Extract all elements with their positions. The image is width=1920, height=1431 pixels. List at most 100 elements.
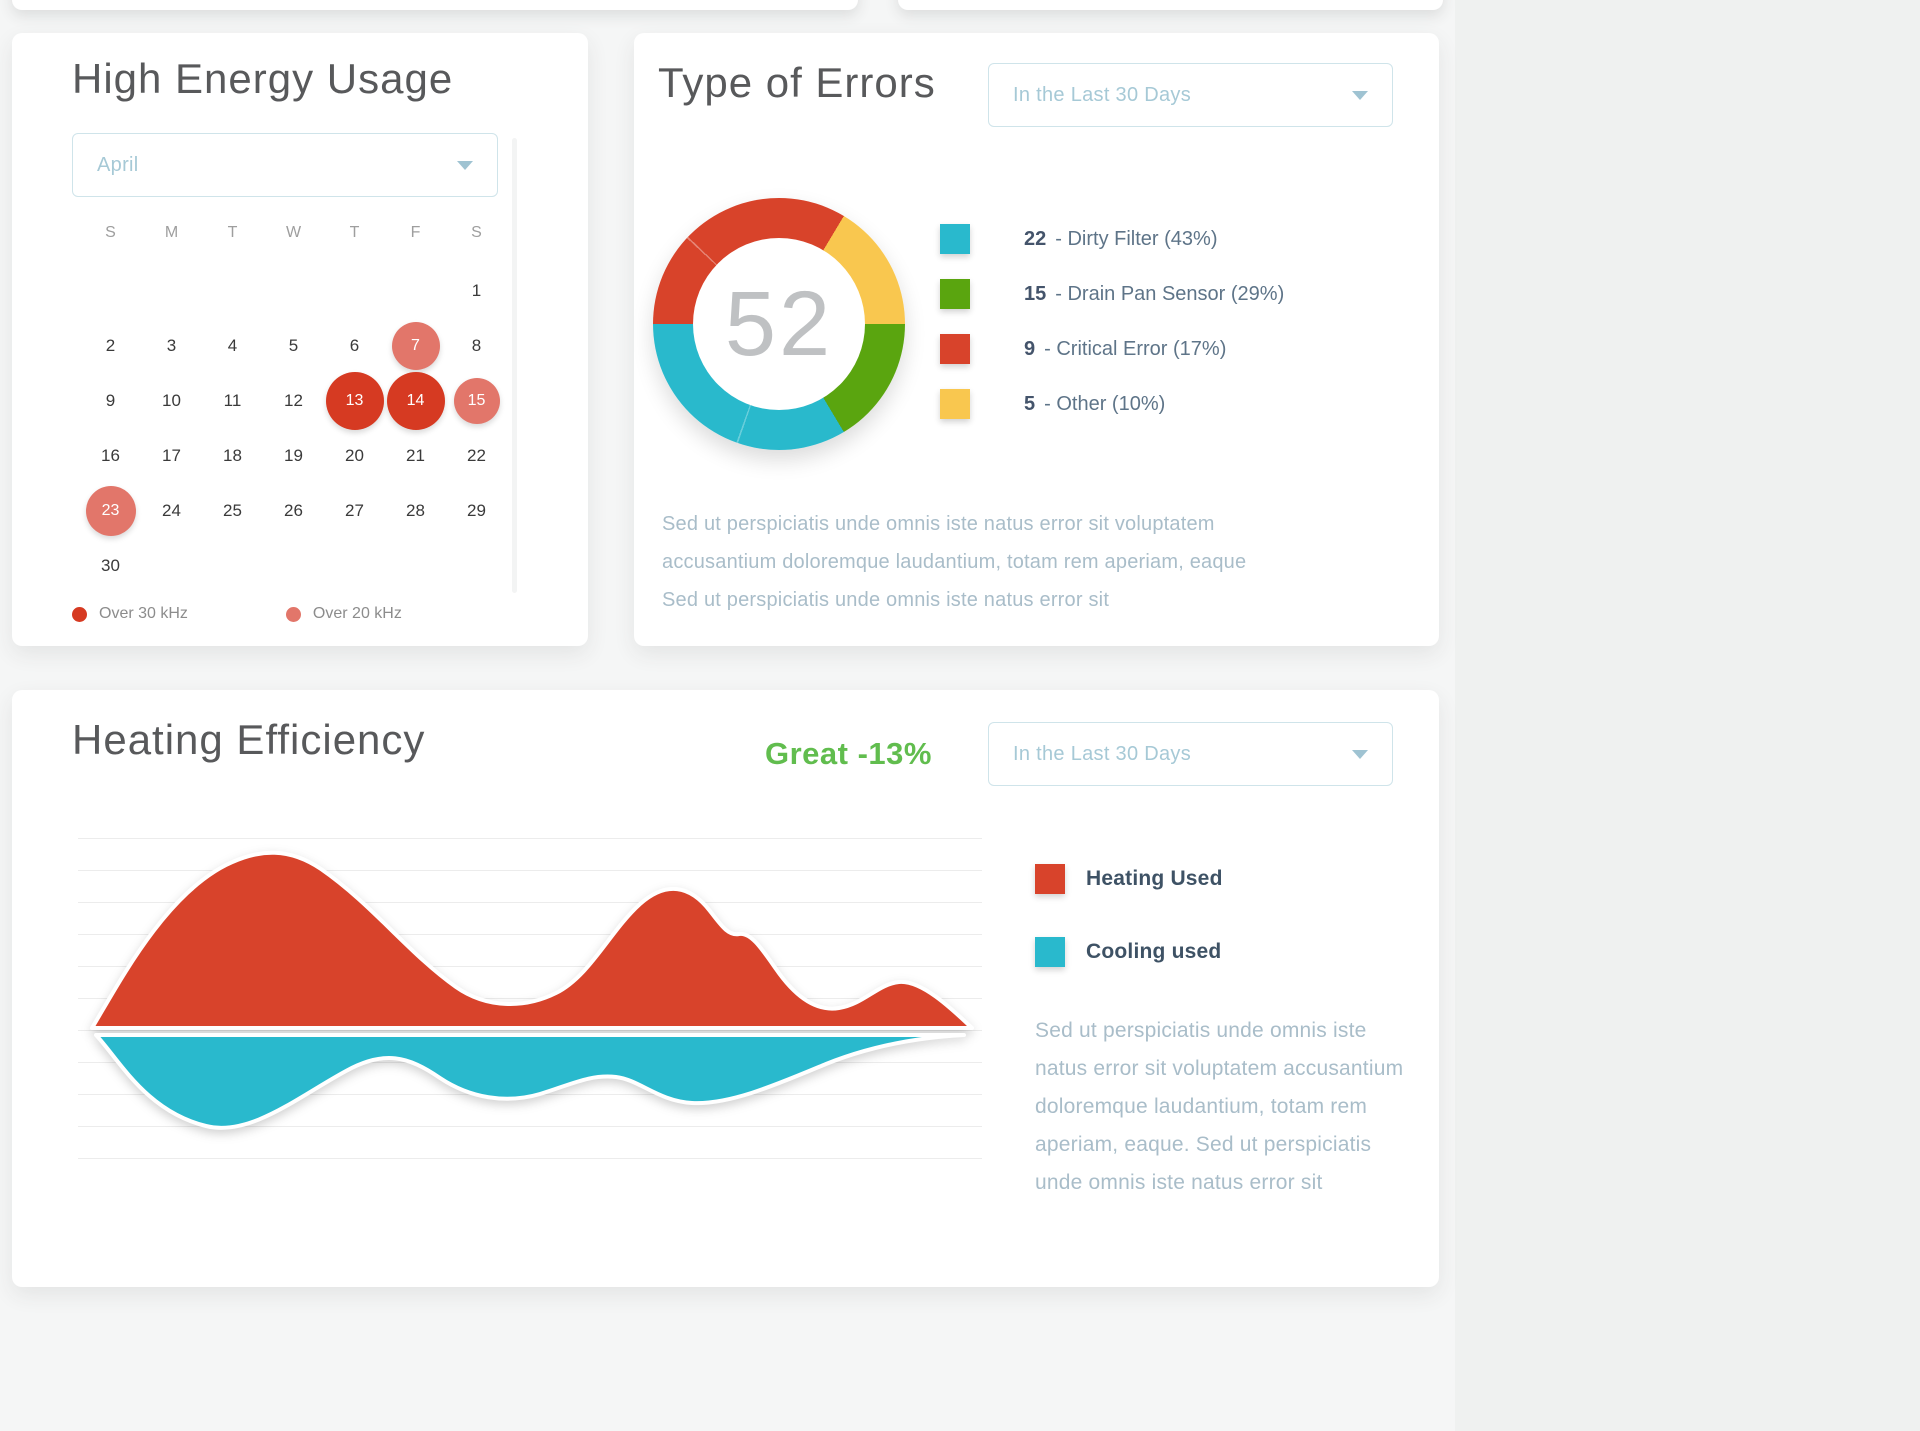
calendar-day[interactable]: 30 [101, 555, 120, 575]
legend-count: 22 [1024, 227, 1047, 250]
calendar-day[interactable]: 11 [223, 390, 242, 410]
over-20khz-label: Over 20 kHz [312, 605, 402, 622]
yellow-swatch-icon [940, 389, 970, 419]
legend-item-dirty-filter: 22 - Dirty Filter (43%) [940, 224, 1284, 254]
month-dropdown[interactable]: April [72, 133, 498, 197]
heating-efficiency-card: Heating Efficiency Great -13% In the Las… [12, 690, 1439, 1287]
calendar-empty-cell [324, 538, 385, 593]
legend-label: - Dirty Filter (43%) [1055, 227, 1218, 250]
legend-count: 9 [1024, 337, 1036, 360]
heating-cooling-area-chart [78, 838, 982, 1159]
over-30khz-label: Over 30 kHz [99, 605, 188, 622]
red-swatch-icon [940, 334, 970, 364]
calendar-day[interactable]: 21 [406, 445, 425, 465]
calendar-day[interactable]: 10 [162, 390, 181, 410]
calendar-day[interactable]: 9 [105, 390, 116, 410]
heating-legend: Heating Used Cooling used [1035, 864, 1223, 1010]
calendar-day[interactable]: 20 [345, 445, 364, 465]
legend-label: - Critical Error (17%) [1044, 337, 1227, 360]
calendar-empty-cell [141, 263, 202, 318]
calendar-empty-cell [385, 538, 446, 593]
calendar-day[interactable]: 12 [284, 390, 303, 410]
energy-card-title: High Energy Usage [72, 55, 454, 102]
legend-item-other: 5 - Other (10%) [940, 389, 1284, 419]
cooling-used-area [94, 1033, 966, 1130]
errors-legend: 22 - Dirty Filter (43%) 15 - Drain Pan S… [940, 224, 1284, 444]
legend-label: - Other (10%) [1044, 392, 1166, 415]
calendar-day[interactable]: 22 [467, 445, 486, 465]
calendar-day[interactable]: 3 [166, 335, 177, 355]
calendar-day[interactable]: 18 [223, 445, 242, 465]
calendar-empty-cell [446, 538, 507, 593]
calendar-day[interactable]: 16 [101, 445, 120, 465]
calendar-scrollbar[interactable] [512, 138, 517, 593]
legend-label: - Drain Pan Sensor (29%) [1055, 282, 1285, 305]
calendar-day-header: S [105, 224, 116, 241]
right-rail [1455, 0, 1920, 1431]
legend-item-critical-error: 9 - Critical Error (17%) [940, 334, 1284, 364]
partial-card-top-right [898, 0, 1443, 10]
calendar-day-highlight-over20[interactable]: 7 [385, 318, 446, 373]
calendar-empty-cell [202, 263, 263, 318]
legend-count: 5 [1024, 392, 1036, 415]
red-swatch-icon [1035, 864, 1065, 894]
calendar-day[interactable]: 17 [162, 445, 181, 465]
calendar-day[interactable]: 19 [284, 445, 303, 465]
calendar-empty-cell [263, 538, 324, 593]
heating-card-title: Heating Efficiency [72, 716, 426, 763]
teal-swatch-icon [1035, 937, 1065, 967]
chevron-down-icon [1352, 90, 1368, 100]
type-of-errors-card: Type of Errors In the Last 30 Days 52 22… [634, 33, 1439, 646]
errors-description: Sed ut perspiciatis unde omnis iste natu… [662, 513, 1247, 611]
calendar-empty-cell [385, 263, 446, 318]
calendar-day[interactable]: 27 [345, 500, 364, 520]
calendar-day[interactable]: 5 [288, 335, 299, 355]
legend-item-heating-used: Heating Used [1035, 864, 1223, 894]
calendar-day-header: S [471, 224, 482, 241]
calendar-empty-cell [141, 538, 202, 593]
month-dropdown-value: April [97, 153, 139, 176]
calendar-day-header: T [349, 224, 360, 241]
calendar-day-highlight-over20[interactable]: 23 [80, 483, 141, 538]
errors-donut-chart: 52 [653, 198, 905, 450]
calendar-empty-cell [202, 538, 263, 593]
calendar-legend: Over 30 kHz Over 20 kHz [72, 599, 402, 629]
calendar-day[interactable]: 28 [406, 500, 425, 520]
calendar-day[interactable]: 24 [162, 500, 181, 520]
calendar-day[interactable]: 2 [105, 335, 116, 355]
high-energy-usage-card: High Energy Usage April S M T W T F S 1 … [12, 33, 588, 646]
partial-card-top-left [12, 0, 858, 10]
donut-center: 52 [693, 238, 865, 410]
calendar-day[interactable]: 4 [227, 335, 238, 355]
calendar-grid: 1 2 3 4 5 6 7 8 9 10 11 12 13 14 15 16 1… [80, 263, 507, 593]
calendar-day-highlight-over30[interactable]: 14 [385, 373, 446, 428]
calendar-day[interactable]: 25 [223, 500, 242, 520]
calendar-day-headers: S M T W T F S [80, 211, 507, 255]
errors-range-dropdown[interactable]: In the Last 30 Days [988, 63, 1393, 127]
calendar-day-highlight-over20[interactable]: 15 [446, 373, 507, 428]
calendar-day[interactable]: 1 [471, 280, 482, 300]
errors-total-count: 52 [724, 272, 834, 375]
legend-label: Cooling used [1086, 940, 1222, 963]
heating-range-dropdown-value: In the Last 30 Days [1013, 742, 1192, 765]
teal-swatch-icon [940, 224, 970, 254]
heating-used-area [90, 850, 974, 1030]
green-swatch-icon [940, 279, 970, 309]
calendar-day[interactable]: 26 [284, 500, 303, 520]
calendar-empty-cell [80, 263, 141, 318]
calendar-day[interactable]: 6 [349, 335, 360, 355]
calendar-day-header: T [227, 224, 238, 241]
legend-label: Heating Used [1086, 867, 1223, 890]
calendar-empty-cell [324, 263, 385, 318]
efficiency-status-badge: Great -13% [765, 736, 932, 771]
calendar-empty-cell [263, 263, 324, 318]
heating-range-dropdown[interactable]: In the Last 30 Days [988, 722, 1393, 786]
calendar-day[interactable]: 8 [471, 335, 482, 355]
chevron-down-icon [1352, 749, 1368, 759]
calendar-day[interactable]: 29 [467, 500, 486, 520]
chevron-down-icon [457, 160, 473, 170]
legend-item-cooling-used: Cooling used [1035, 937, 1223, 967]
calendar-day-highlight-over30[interactable]: 13 [324, 373, 385, 428]
errors-range-dropdown-value: In the Last 30 Days [1013, 83, 1192, 106]
errors-card-title: Type of Errors [658, 59, 936, 106]
